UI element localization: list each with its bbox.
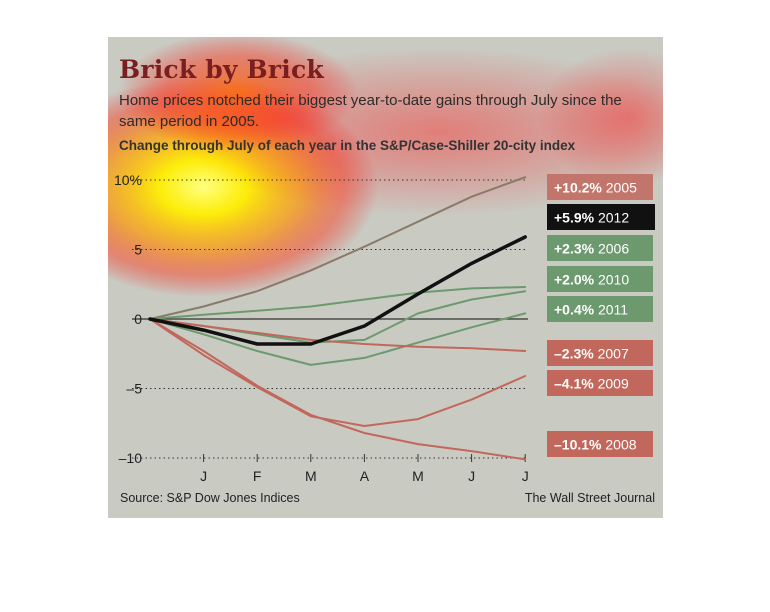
x-tick-label: F: [253, 468, 262, 484]
source-note: Source: S&P Dow Jones Indices: [120, 491, 300, 505]
series-line-2007: [149, 318, 527, 352]
x-tick-label: J: [200, 468, 207, 484]
series-end-label-2005: +10.2% 2005: [554, 180, 637, 196]
y-tick-label: 5: [134, 242, 142, 258]
chart-subtitle: Home prices notched their biggest year-t…: [119, 92, 622, 130]
series-end-label-box-2005: [547, 174, 653, 200]
chart-title: Brick by Brick: [119, 55, 324, 84]
x-tick-label: J: [468, 468, 475, 484]
x-tick-label: M: [305, 468, 317, 484]
x-tick-label: M: [412, 468, 424, 484]
line-chart: 10% 5 0 –5 –10 J F M A M J J +10.2% 2005 +5.9% 2012 +2…: [114, 172, 655, 484]
series-line-2005: [149, 176, 527, 320]
series-end-label-2009: –4.1% 2009: [554, 376, 629, 392]
series-end-label-box-2011: [547, 296, 653, 322]
publisher-credit: The Wall Street Journal: [524, 491, 655, 505]
series-end-label-box-2006: [547, 235, 653, 261]
chart-description: Change through July of each year in the …: [119, 138, 576, 153]
series-line-2008: [149, 318, 527, 461]
y-tick-label: 10%: [114, 172, 142, 188]
y-tick-label: –5: [126, 381, 142, 397]
x-tick-label: A: [360, 468, 370, 484]
series-end-label-2008: –10.1% 2008: [554, 437, 637, 453]
series-line-2006: [149, 286, 527, 320]
y-tick-label: –10: [119, 450, 143, 466]
series-end-label-box-2010: [547, 266, 653, 292]
series-line-2009: [149, 318, 527, 427]
series-end-label-box-2007: [547, 340, 653, 366]
series-end-label-2007: –2.3% 2007: [554, 346, 629, 362]
series-end-label-2010: +2.0% 2010: [554, 272, 629, 288]
series-end-label-2006: +2.3% 2006: [554, 241, 629, 257]
series-line-2011: [149, 312, 527, 366]
y-tick-label: 0: [134, 311, 142, 327]
series-end-label-2012: +5.9% 2012: [554, 210, 629, 226]
series-end-label-2011: +0.4% 2011: [554, 302, 628, 318]
chart-card: Brick by Brick Home prices notched their…: [108, 37, 663, 518]
series-end-label-box-2009: [547, 370, 653, 396]
x-tick-label: J: [522, 468, 529, 484]
series-end-label-box-2008: [547, 431, 653, 457]
series-end-label-box-2012: [547, 204, 655, 230]
series-line-2012: [148, 235, 527, 346]
